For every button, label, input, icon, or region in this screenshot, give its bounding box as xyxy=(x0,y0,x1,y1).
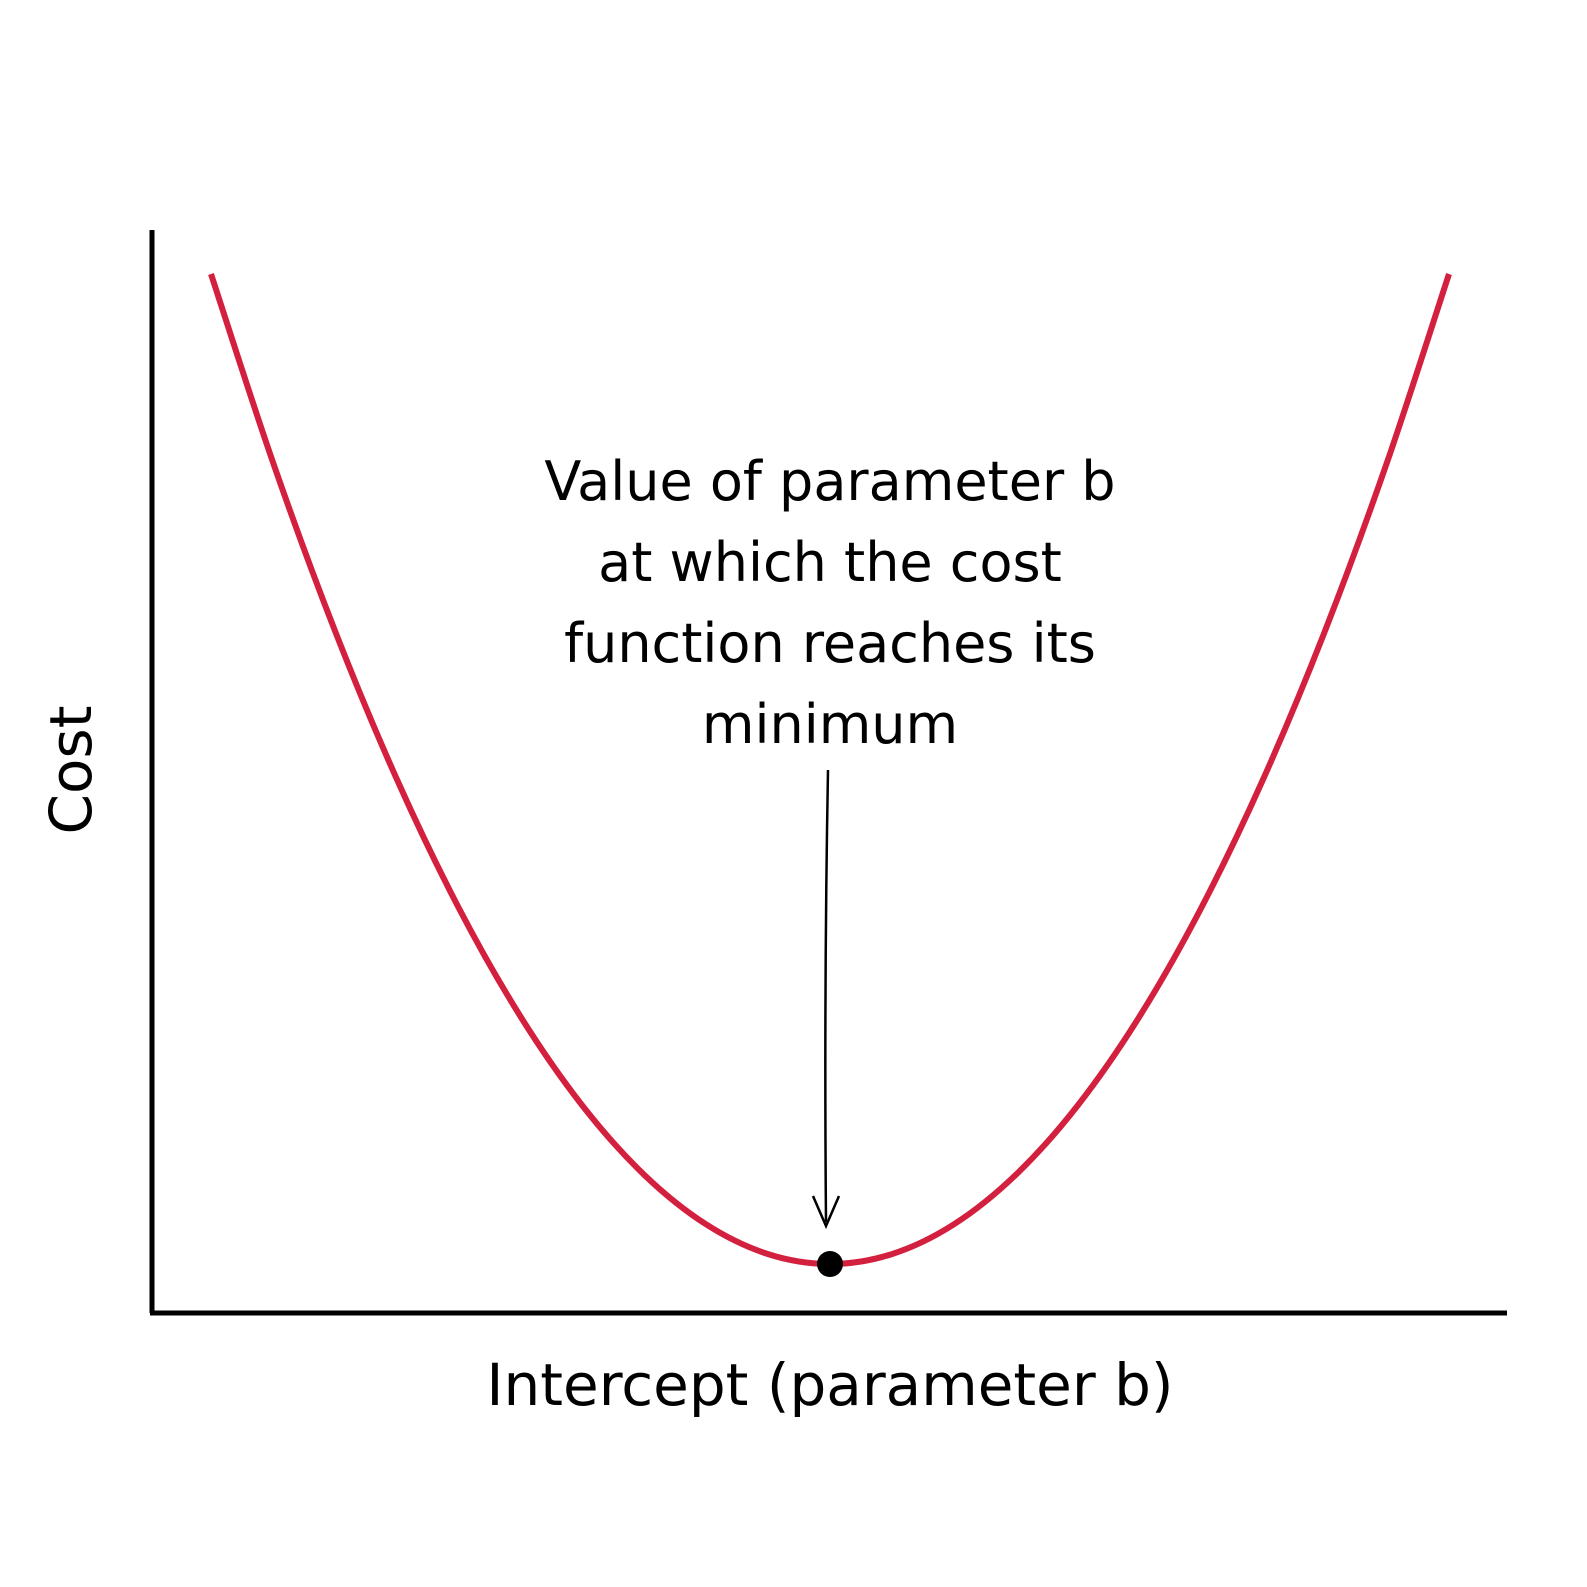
series-layer xyxy=(208,273,1452,1267)
minimum-point xyxy=(817,1251,843,1277)
annotation-line-2: at which the cost xyxy=(598,531,1062,594)
y-axis-label: Cost xyxy=(37,706,105,835)
cost-curve-line xyxy=(208,273,1452,1267)
annotation-line-4: minimum xyxy=(702,693,958,756)
x-axis-label: Intercept (parameter b) xyxy=(486,1351,1173,1419)
annotation: Value of parameter b at which the cost f… xyxy=(544,450,1116,1230)
annotation-line-1: Value of parameter b xyxy=(544,450,1115,513)
annotation-arrow-head xyxy=(811,1195,841,1230)
annotation-arrow-shaft xyxy=(824,769,830,1223)
annotation-line-3: function reaches its xyxy=(564,612,1096,675)
